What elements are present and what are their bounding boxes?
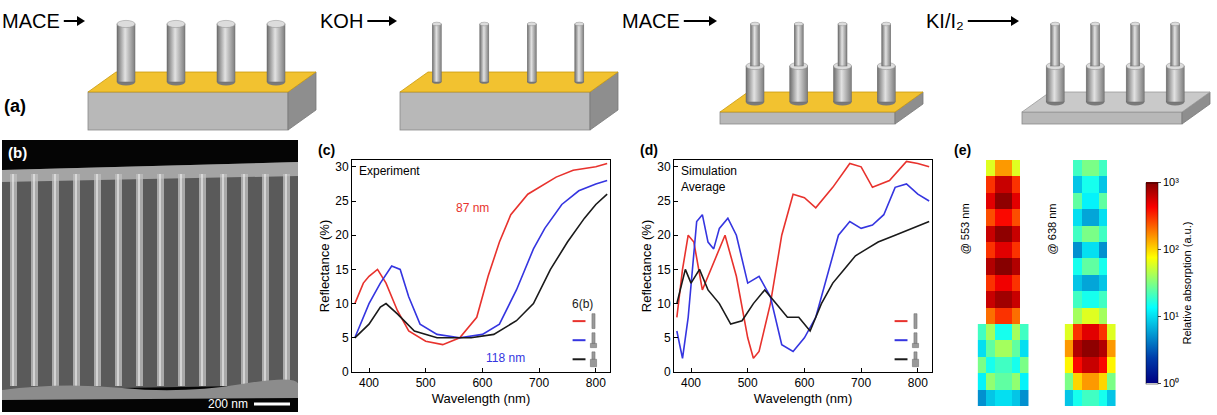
- svg-text:@ 638 nm: @ 638 nm: [1046, 203, 1058, 254]
- svg-text:10¹: 10¹: [1163, 310, 1179, 322]
- svg-text:Relative absorption (a.u.): Relative absorption (a.u.): [1181, 222, 1193, 345]
- svg-text:5: 5: [342, 331, 349, 345]
- svg-text:(d): (d): [640, 142, 658, 158]
- svg-text:15: 15: [657, 263, 671, 277]
- svg-text:400: 400: [359, 376, 379, 390]
- svg-text:KOH: KOH: [320, 10, 363, 32]
- svg-text:500: 500: [416, 376, 436, 390]
- svg-text:10: 10: [657, 297, 671, 311]
- svg-text:(c): (c): [318, 142, 335, 158]
- svg-text:87 nm: 87 nm: [456, 201, 489, 215]
- svg-text:200 nm: 200 nm: [208, 397, 248, 411]
- svg-text:25: 25: [335, 194, 349, 208]
- svg-text:Experiment: Experiment: [359, 164, 420, 178]
- svg-text:@ 553 nm: @ 553 nm: [959, 203, 971, 254]
- svg-text:800: 800: [908, 376, 928, 390]
- svg-text:700: 700: [851, 376, 871, 390]
- svg-text:10⁰: 10⁰: [1163, 377, 1179, 389]
- svg-text:Wavelength (nm): Wavelength (nm): [754, 391, 853, 406]
- svg-text:MACE: MACE: [2, 10, 60, 32]
- svg-text:20: 20: [657, 228, 671, 242]
- svg-text:(a): (a): [4, 96, 26, 116]
- svg-text:5: 5: [664, 331, 671, 345]
- svg-text:600: 600: [794, 376, 814, 390]
- svg-text:MACE: MACE: [622, 10, 680, 32]
- svg-text:0: 0: [664, 365, 671, 379]
- svg-text:400: 400: [681, 376, 701, 390]
- svg-text:25: 25: [657, 194, 671, 208]
- svg-text:Reflectance (%): Reflectance (%): [317, 220, 332, 312]
- svg-text:10³: 10³: [1163, 176, 1179, 188]
- svg-text:15: 15: [335, 263, 349, 277]
- svg-text:700: 700: [529, 376, 549, 390]
- svg-text:Reflectance (%): Reflectance (%): [639, 220, 654, 312]
- svg-text:6(b): 6(b): [572, 297, 593, 311]
- svg-text:30: 30: [657, 160, 671, 174]
- svg-text:800: 800: [586, 376, 606, 390]
- svg-text:(b): (b): [8, 144, 27, 161]
- svg-text:10²: 10²: [1163, 243, 1179, 255]
- svg-text:20: 20: [335, 228, 349, 242]
- svg-text:10: 10: [335, 297, 349, 311]
- svg-text:500: 500: [738, 376, 758, 390]
- svg-text:600: 600: [472, 376, 492, 390]
- svg-text:0: 0: [342, 365, 349, 379]
- svg-text:118 nm: 118 nm: [486, 351, 525, 365]
- svg-text:(e): (e): [954, 142, 971, 158]
- svg-text:KI/I₂: KI/I₂: [926, 10, 964, 32]
- svg-text:Wavelength (nm): Wavelength (nm): [432, 391, 531, 406]
- svg-text:30: 30: [335, 160, 349, 174]
- svg-text:SimulationAverage: SimulationAverage: [681, 164, 737, 194]
